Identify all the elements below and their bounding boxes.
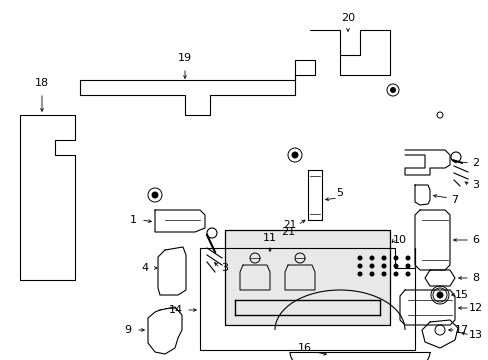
Circle shape <box>393 256 398 261</box>
Text: 9: 9 <box>124 325 131 335</box>
Text: 2: 2 <box>471 158 479 168</box>
Text: 13: 13 <box>468 330 482 340</box>
Circle shape <box>291 152 298 158</box>
Circle shape <box>405 271 409 276</box>
Circle shape <box>357 256 362 261</box>
Text: 12: 12 <box>468 303 482 313</box>
Circle shape <box>393 264 398 269</box>
Text: 5: 5 <box>336 188 343 198</box>
Text: 4: 4 <box>141 263 148 273</box>
Circle shape <box>381 271 386 276</box>
Text: 14: 14 <box>168 305 183 315</box>
Text: 3: 3 <box>471 180 479 190</box>
Text: 21: 21 <box>281 227 294 237</box>
Text: 15: 15 <box>454 290 468 300</box>
Text: 16: 16 <box>297 343 311 353</box>
Text: 21: 21 <box>283 220 296 230</box>
Text: 17: 17 <box>454 325 468 335</box>
Circle shape <box>405 264 409 269</box>
Text: 7: 7 <box>450 195 458 205</box>
Circle shape <box>381 256 386 261</box>
Text: 19: 19 <box>178 53 192 63</box>
Circle shape <box>369 264 374 269</box>
Text: 20: 20 <box>340 13 354 23</box>
Text: 11: 11 <box>263 233 276 243</box>
Text: 10: 10 <box>392 235 406 245</box>
Circle shape <box>381 264 386 269</box>
Text: 1: 1 <box>129 215 136 225</box>
Circle shape <box>357 264 362 269</box>
Bar <box>224 230 389 325</box>
Text: 6: 6 <box>471 235 479 245</box>
Text: 18: 18 <box>35 78 49 88</box>
Circle shape <box>369 256 374 261</box>
Circle shape <box>357 271 362 276</box>
Text: 8: 8 <box>471 273 479 283</box>
Circle shape <box>369 271 374 276</box>
Circle shape <box>393 271 398 276</box>
Circle shape <box>389 87 395 93</box>
Circle shape <box>405 256 409 261</box>
Circle shape <box>436 292 443 298</box>
Text: 3: 3 <box>221 263 228 273</box>
Circle shape <box>151 192 158 198</box>
